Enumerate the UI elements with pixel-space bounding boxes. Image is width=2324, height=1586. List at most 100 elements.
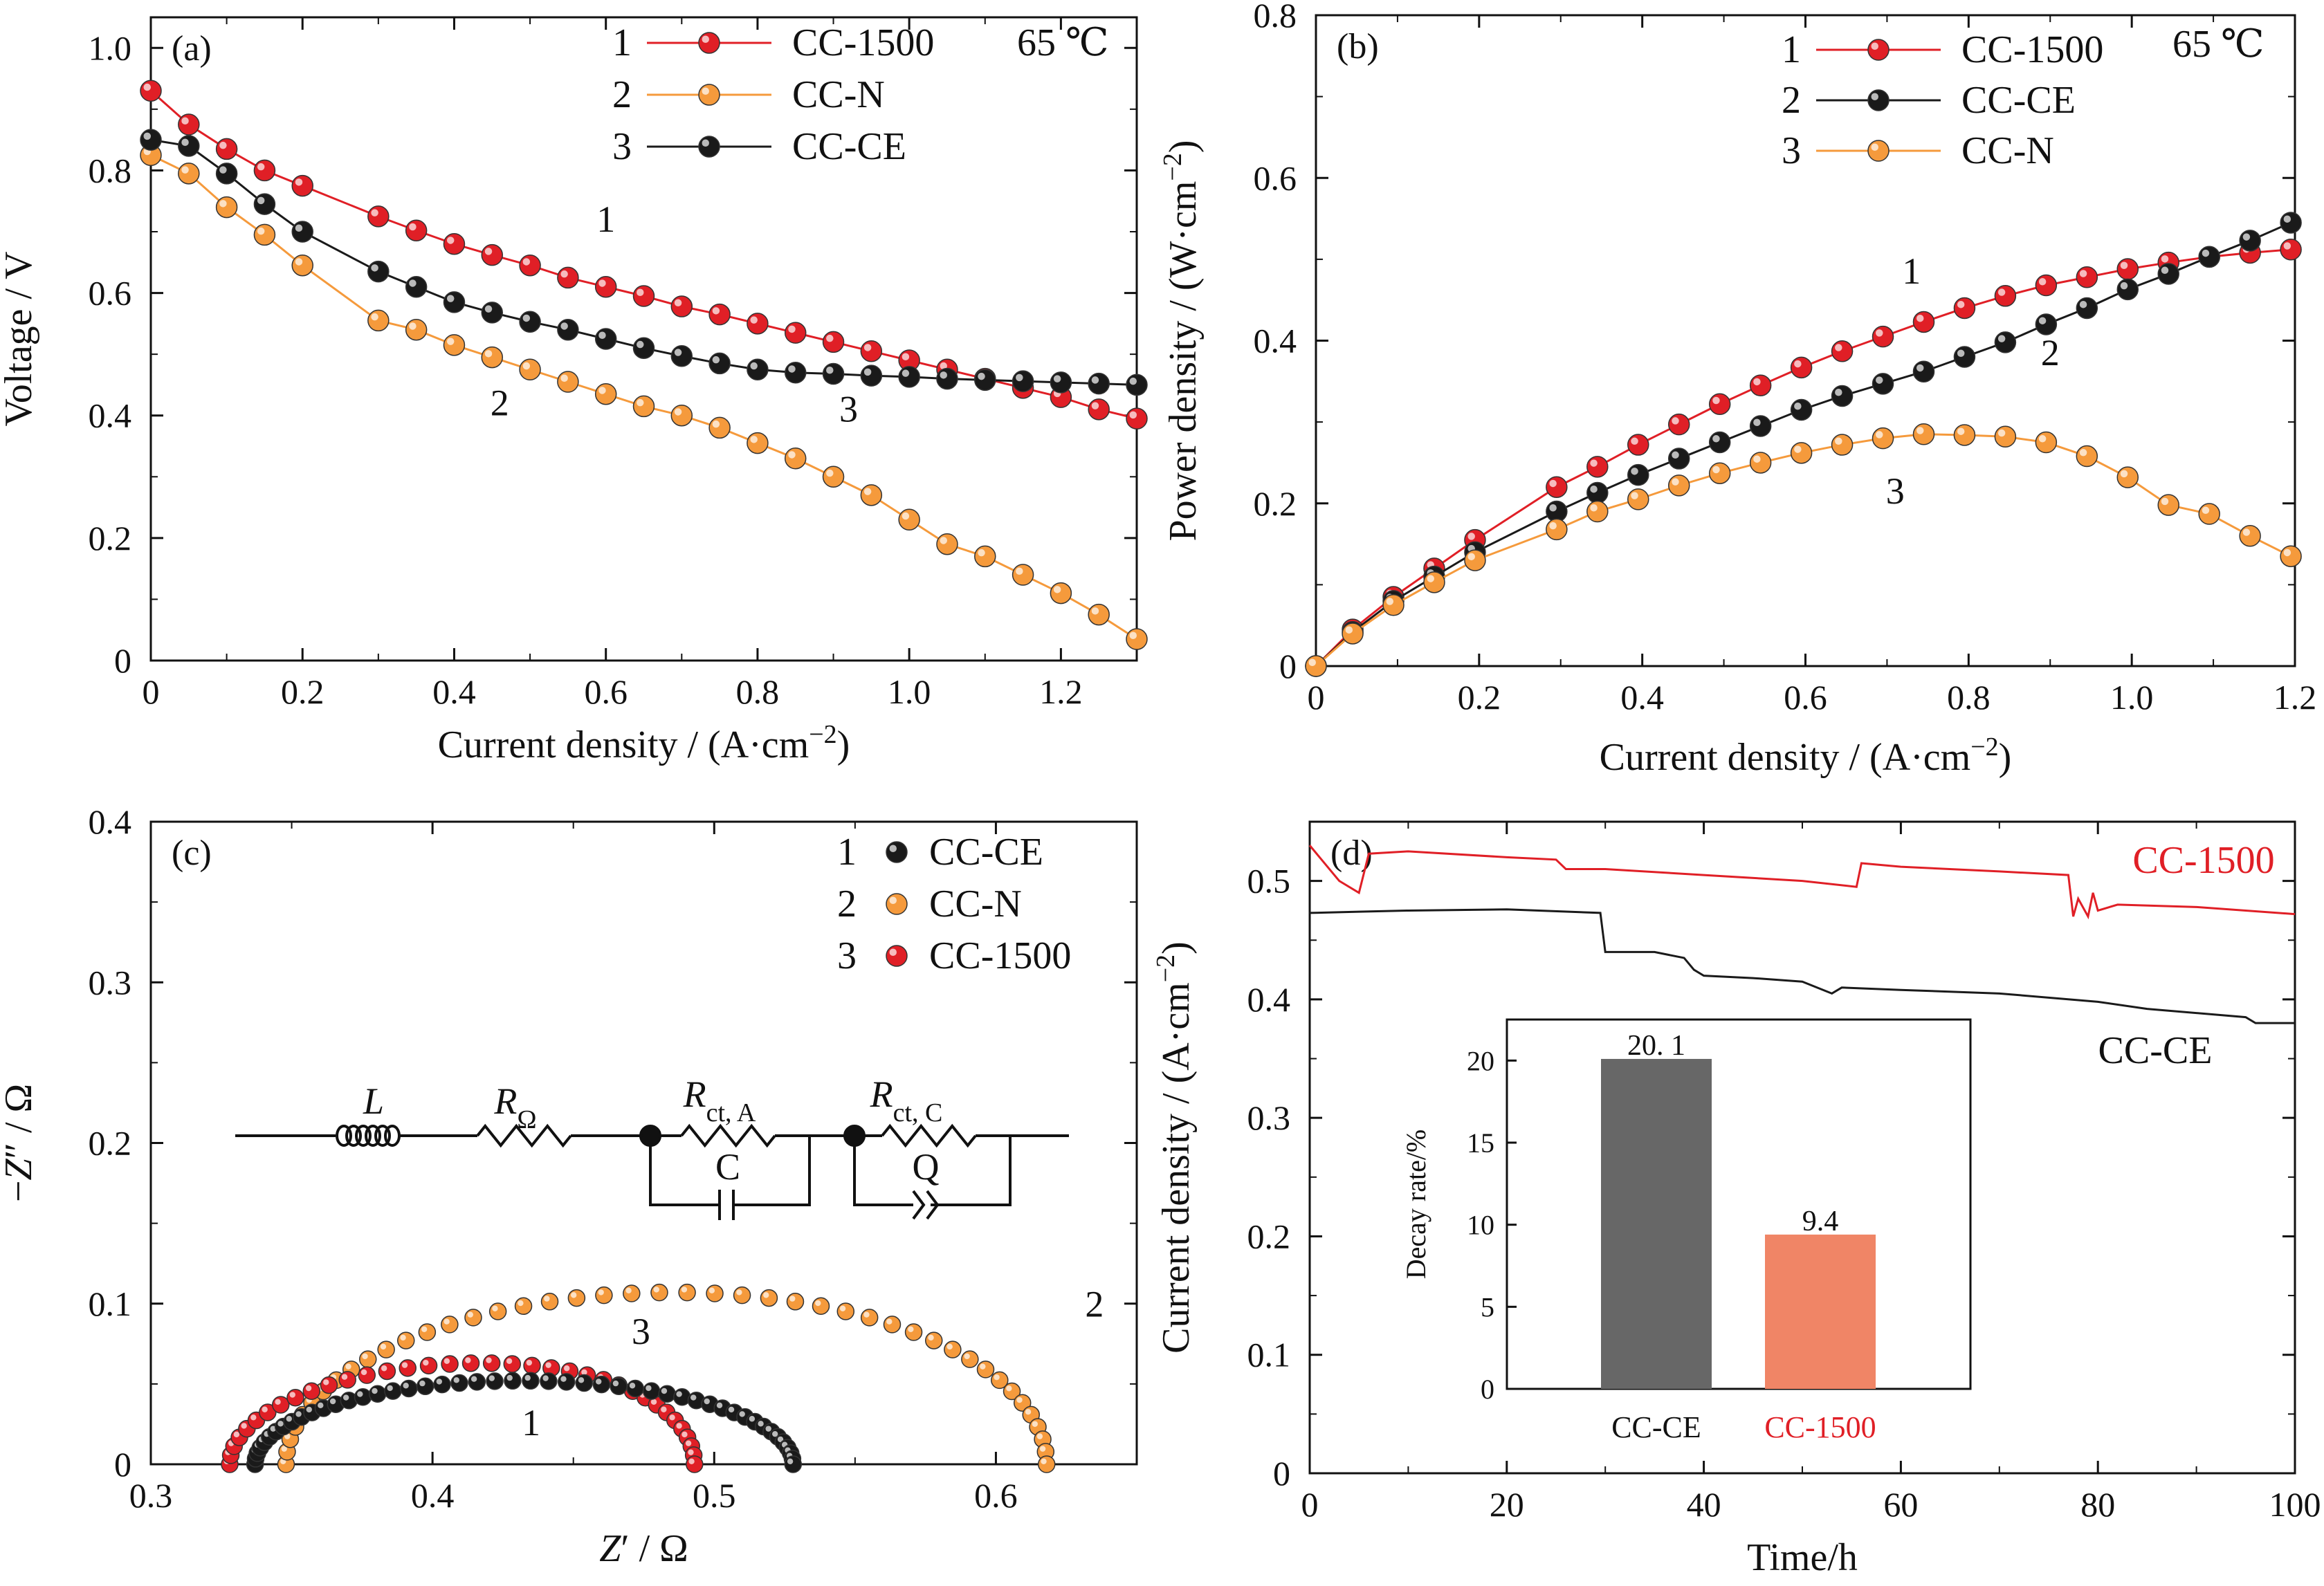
data-point-highlight xyxy=(637,398,644,407)
inset-category-label: CC-CE xyxy=(1611,1410,1701,1444)
x-tick-label: 0.6 xyxy=(974,1476,1018,1515)
data-point-highlight xyxy=(863,1311,870,1318)
data-point xyxy=(1872,373,1894,395)
data-point-highlight xyxy=(946,1343,953,1350)
y-tick-label: 0.6 xyxy=(89,274,132,313)
circuit-label-L: L xyxy=(363,1080,384,1122)
data-point-highlight xyxy=(704,1398,710,1405)
data-point-highlight xyxy=(1129,377,1137,385)
data-point xyxy=(822,465,845,488)
data-point xyxy=(450,1374,468,1392)
data-point xyxy=(253,223,276,246)
data-point-highlight xyxy=(1467,533,1475,540)
data-point-highlight xyxy=(750,362,758,370)
legend-marker xyxy=(698,136,720,158)
curve-label: 1 xyxy=(596,199,615,240)
data-point-highlight xyxy=(815,1300,821,1307)
data-point-highlight xyxy=(250,1414,257,1421)
data-point xyxy=(441,1316,459,1334)
data-point-highlight xyxy=(863,344,872,351)
data-point xyxy=(658,1385,676,1403)
data-point-highlight xyxy=(1672,478,1679,486)
legend-marker-highlight xyxy=(1871,143,1878,151)
data-point xyxy=(519,358,541,381)
data-point xyxy=(557,371,579,393)
data-point-highlight xyxy=(465,1357,471,1363)
data-point-highlight xyxy=(2242,528,2251,536)
x-tick-label: 40 xyxy=(1687,1485,1721,1524)
y-tick-label: 1.0 xyxy=(89,28,132,67)
data-point xyxy=(595,1286,613,1304)
data-point-highlight xyxy=(750,436,758,443)
data-point-highlight xyxy=(467,1311,474,1318)
data-point-highlight xyxy=(241,1423,247,1429)
data-point-highlight xyxy=(443,1318,450,1325)
data-point-highlight xyxy=(1794,445,1802,453)
data-point xyxy=(486,1372,504,1390)
data-point xyxy=(1586,456,1609,478)
data-point-highlight xyxy=(1467,553,1475,561)
data-point-highlight xyxy=(295,224,303,232)
y-tick-label: 0.2 xyxy=(1254,484,1297,523)
data-point xyxy=(650,1283,668,1302)
y-tick-label: 0.8 xyxy=(89,151,132,190)
data-point xyxy=(514,1297,533,1316)
legend-marker xyxy=(1867,39,1890,61)
data-point xyxy=(140,80,162,102)
data-point-highlight xyxy=(423,1359,429,1366)
data-point-highlight xyxy=(295,178,303,186)
data-point-highlight xyxy=(653,1287,659,1293)
data-point-highlight xyxy=(681,1431,688,1438)
data-point xyxy=(1586,481,1609,504)
data-point xyxy=(860,340,883,362)
data-point-highlight xyxy=(409,279,417,287)
data-point xyxy=(1708,393,1731,415)
data-point-highlight xyxy=(2079,270,2087,277)
data-point-highlight xyxy=(980,1363,986,1370)
data-point xyxy=(481,302,504,324)
data-point xyxy=(286,1388,304,1407)
data-point-highlight xyxy=(329,1398,336,1405)
data-point xyxy=(1627,463,1649,486)
legend-number: 3 xyxy=(837,934,857,977)
data-point-highlight xyxy=(1835,388,1842,396)
data-point xyxy=(670,295,693,317)
inset-bar-value-label: 20. 1 xyxy=(1627,1030,1685,1062)
y-tick-label: 0.2 xyxy=(89,519,132,557)
data-point-highlight xyxy=(219,166,227,174)
data-point-highlight xyxy=(789,1295,796,1302)
data-point xyxy=(2280,212,2302,234)
data-point-highlight xyxy=(598,387,606,394)
data-point-highlight xyxy=(708,1287,715,1293)
data-point-highlight xyxy=(1016,374,1023,382)
data-point xyxy=(291,254,313,277)
data-point-highlight xyxy=(1549,479,1557,488)
legend-marker xyxy=(698,84,720,106)
data-point-highlight xyxy=(1672,417,1679,425)
data-point-highlight xyxy=(1345,626,1353,634)
data-point-highlight xyxy=(712,307,720,315)
data-point-highlight xyxy=(403,1383,409,1389)
data-point-highlight xyxy=(306,1406,312,1413)
data-point xyxy=(924,1331,943,1349)
data-point xyxy=(2239,525,2261,547)
data-point-highlight xyxy=(233,1431,240,1438)
data-point xyxy=(1912,311,1935,333)
data-point xyxy=(1994,285,2017,307)
y-tick-label: 0.4 xyxy=(1247,980,1291,1019)
y-tick-label: 0 xyxy=(114,1445,131,1484)
data-point xyxy=(1423,571,1445,593)
data-point xyxy=(836,1302,855,1320)
data-point-highlight xyxy=(978,548,985,557)
data-point xyxy=(461,1354,480,1372)
data-point xyxy=(1305,655,1327,677)
data-point-highlight xyxy=(1032,1421,1039,1427)
data-point-highlight xyxy=(716,1402,723,1408)
data-point-highlight xyxy=(826,334,834,342)
panel-label: (b) xyxy=(1337,27,1379,66)
data-point xyxy=(1790,398,1813,421)
data-point-highlight xyxy=(788,325,796,333)
data-point xyxy=(400,1379,418,1398)
data-point-highlight xyxy=(674,349,682,356)
data-point-highlight xyxy=(763,1292,769,1298)
